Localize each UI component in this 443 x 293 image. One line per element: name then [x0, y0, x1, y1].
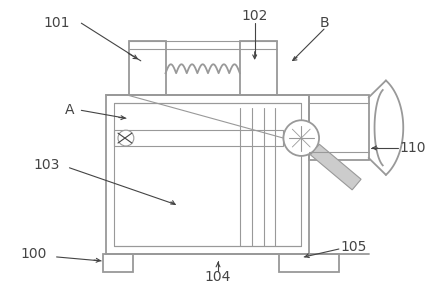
Bar [103, 254, 133, 272]
Bar [240, 41, 277, 96]
Bar [114, 130, 284, 146]
Text: 104: 104 [205, 270, 231, 284]
Bar [309, 96, 369, 160]
Text: 103: 103 [34, 158, 60, 172]
Bar [114, 103, 301, 246]
Text: 110: 110 [400, 141, 427, 155]
Circle shape [118, 130, 134, 146]
Text: 102: 102 [241, 9, 268, 23]
Text: 105: 105 [341, 240, 367, 254]
Circle shape [284, 120, 319, 156]
Bar [129, 41, 166, 96]
Bar [106, 96, 309, 254]
Text: A: A [65, 103, 74, 117]
Text: 100: 100 [21, 247, 47, 261]
Bar [280, 254, 339, 272]
Text: B: B [319, 16, 329, 30]
Polygon shape [311, 144, 361, 190]
Text: 101: 101 [43, 16, 70, 30]
